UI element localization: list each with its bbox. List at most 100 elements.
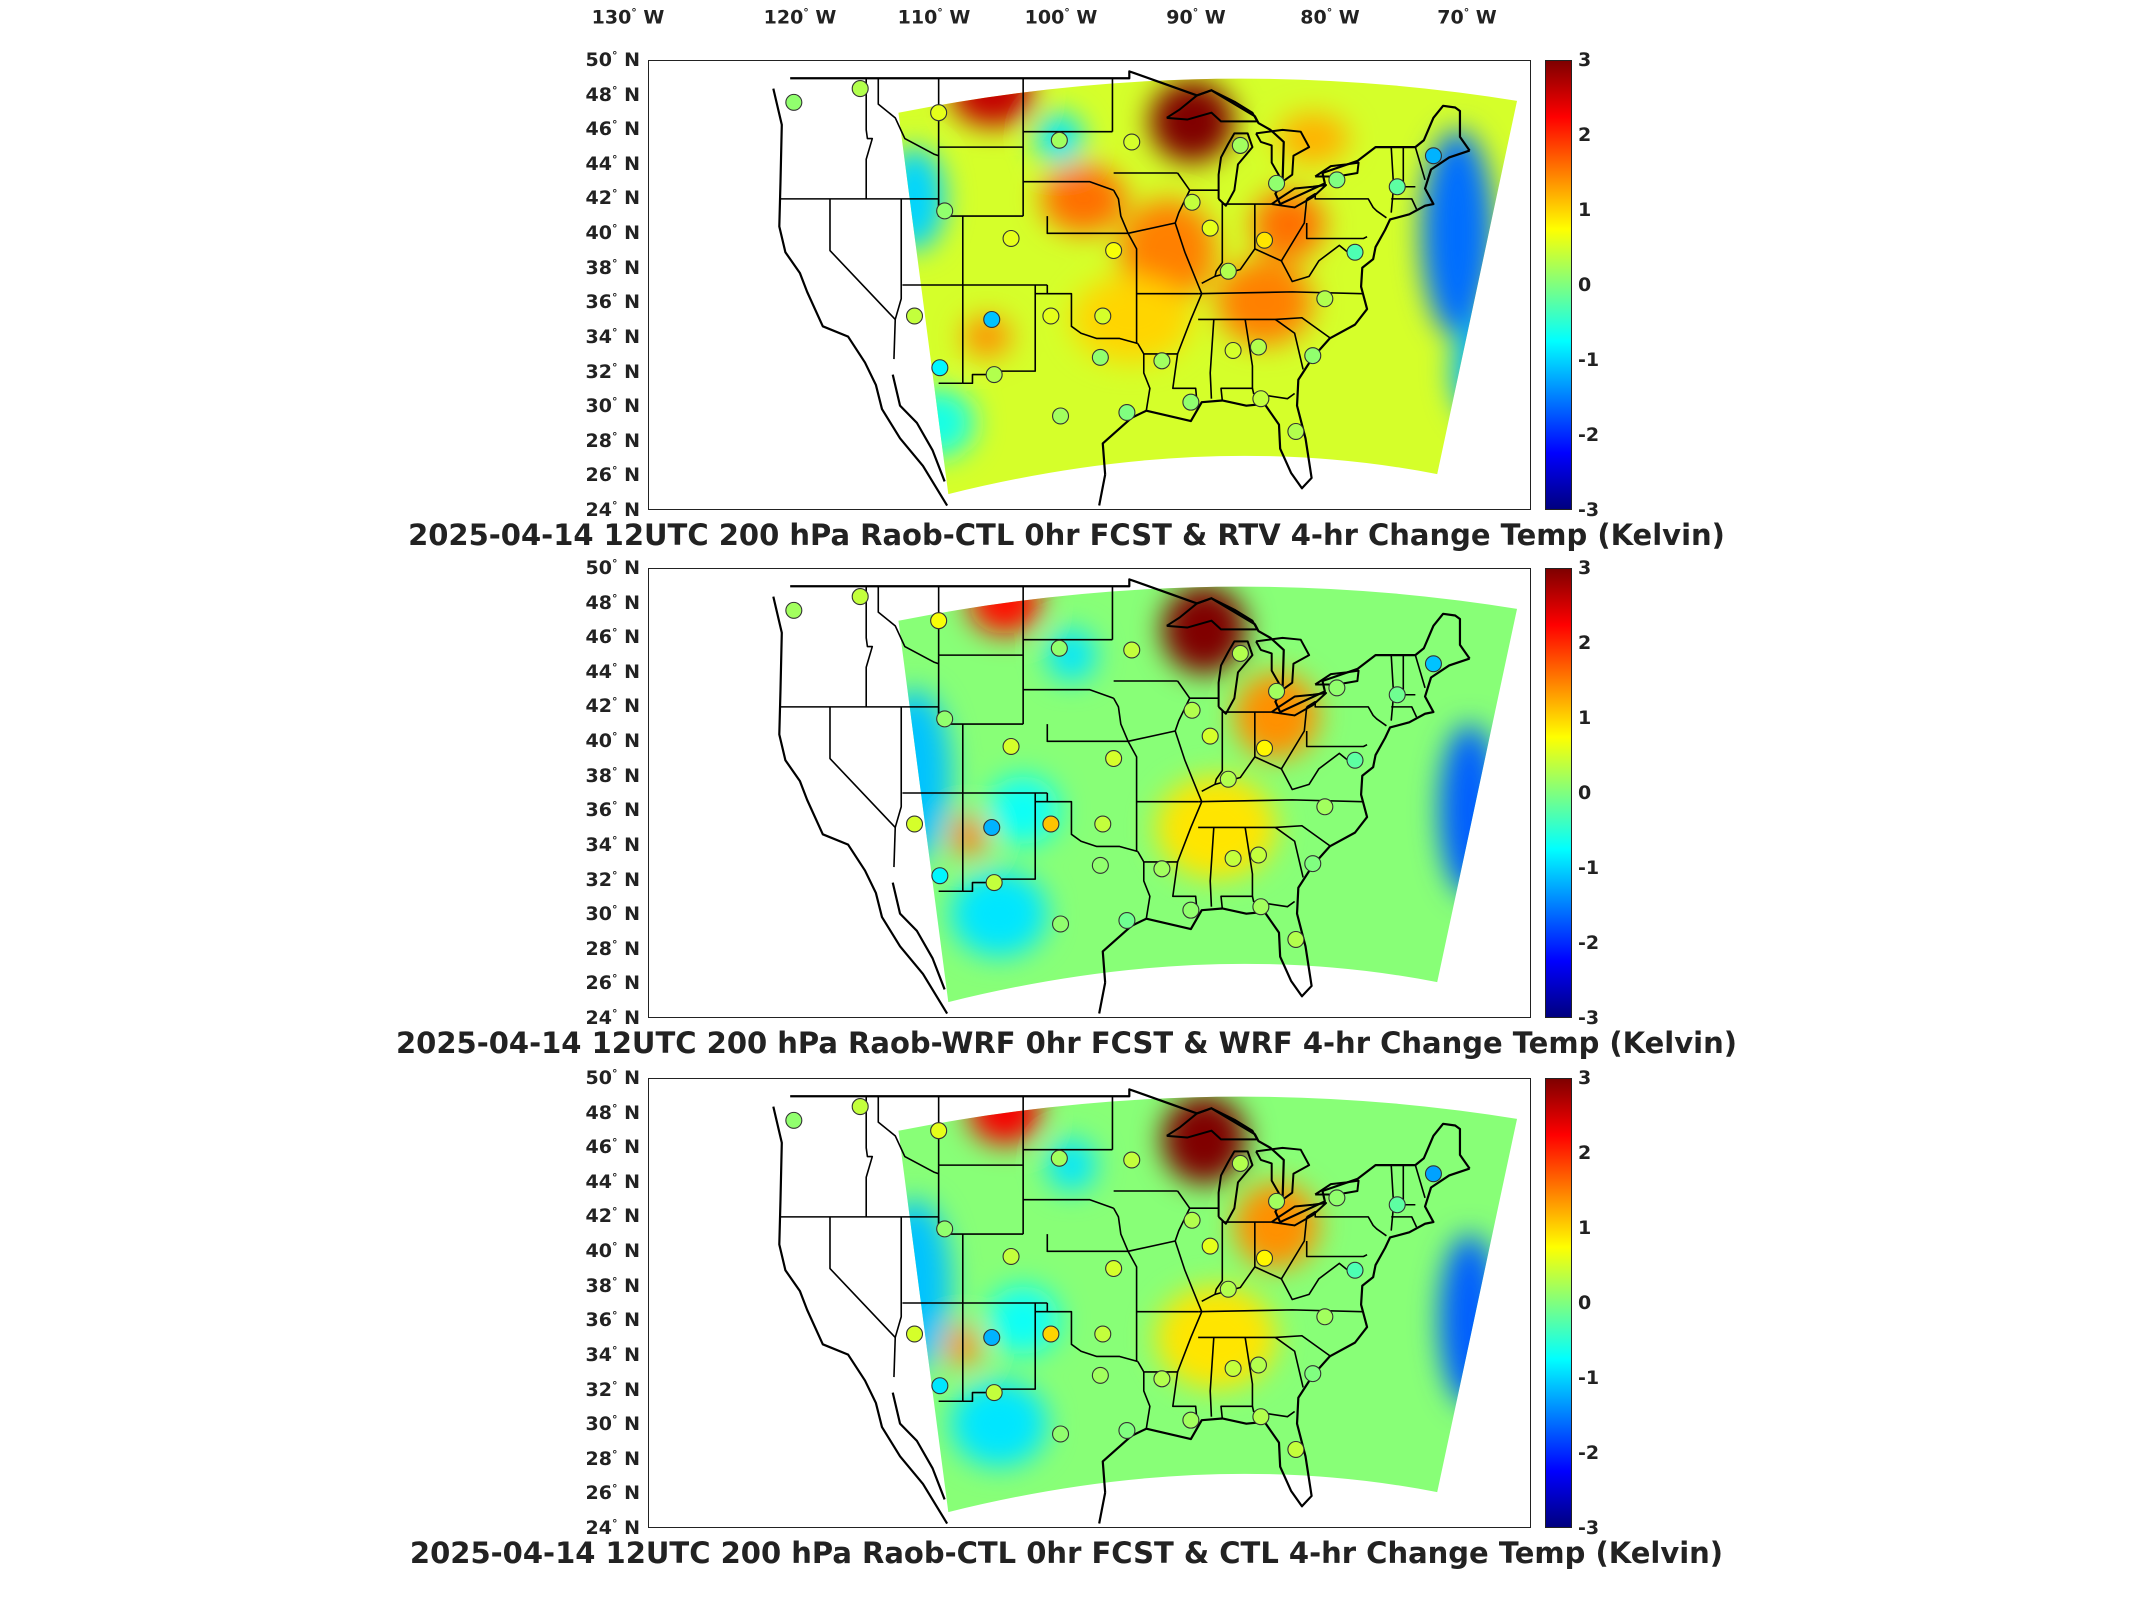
- latitude-label: 44° N: [585, 1170, 640, 1194]
- station-marker: [1201, 1237, 1219, 1255]
- raob-stations: [785, 1098, 1442, 1458]
- station-marker: [1182, 901, 1200, 919]
- coastline: [772, 596, 949, 1015]
- coastline: [1098, 982, 1107, 1014]
- latitude-label: 42° N: [585, 187, 640, 210]
- anomaly-region: [1216, 259, 1313, 346]
- latitude-label: 24° N: [585, 1516, 640, 1540]
- station-marker: [1328, 171, 1346, 189]
- latitude-axis: 50° N 48° N 46° N 44° N 42° N 40° N 38° N 36° N…: [560, 49, 640, 521]
- anomaly-region: [1119, 198, 1217, 303]
- state-border: [1127, 680, 1191, 743]
- station-marker: [905, 815, 924, 833]
- state-border: [1142, 861, 1151, 919]
- station-marker: [1153, 352, 1171, 370]
- latitude-label: 30° N: [585, 1412, 640, 1436]
- state-border: [877, 1096, 939, 1175]
- station-marker: [1201, 727, 1219, 745]
- coastline: [772, 1106, 949, 1525]
- lake-outline: [1166, 89, 1259, 123]
- latitude-label: 40° N: [585, 1239, 640, 1263]
- lake-outline: [1271, 692, 1328, 717]
- state-border: [1274, 318, 1304, 370]
- state-border: [962, 373, 993, 385]
- latitude-label: 38° N: [585, 764, 640, 787]
- state-border: [1112, 189, 1129, 234]
- station-marker: [1249, 338, 1267, 356]
- station-marker: [985, 366, 1003, 384]
- state-border: [1198, 799, 1363, 803]
- colorbar: [1545, 1078, 1572, 1528]
- latitude-label: 46° N: [585, 626, 640, 649]
- latitude-label: 24° N: [585, 1006, 640, 1030]
- temperature-field: [898, 78, 1518, 495]
- station-marker: [1123, 1151, 1141, 1169]
- station-marker: [1287, 422, 1305, 440]
- colorbar: [1545, 60, 1572, 510]
- state-border: [1209, 1337, 1215, 1417]
- station-marker: [1224, 341, 1242, 359]
- latitude-label: 28° N: [585, 429, 640, 452]
- latitude-label: 30° N: [585, 902, 640, 926]
- state-border: [1305, 222, 1368, 240]
- latitude-label: 36° N: [585, 799, 640, 822]
- station-marker: [905, 307, 924, 325]
- colorbar-tick-label: -2: [1578, 932, 1600, 954]
- anomaly-region: [1276, 112, 1349, 165]
- anomaly-region: [1071, 276, 1193, 363]
- latitude-label: 42° N: [585, 1205, 640, 1228]
- coastline: [891, 1392, 946, 1500]
- raob-stations: [785, 80, 1442, 440]
- state-border: [1280, 1262, 1349, 1301]
- station-marker: [1118, 403, 1136, 422]
- station-marker: [1424, 655, 1442, 673]
- station-marker: [1091, 1366, 1109, 1384]
- lake-outline: [1255, 1146, 1311, 1201]
- state-border: [1142, 353, 1151, 411]
- panel-title: 2025-04-14 12UTC 200 hPa Raob-WRF 0hr FC…: [395, 1026, 1737, 1060]
- anomaly-region: [962, 316, 1012, 358]
- station-marker: [1346, 751, 1364, 769]
- station-marker: [1118, 1421, 1136, 1440]
- station-marker: [1050, 1149, 1068, 1167]
- state-border: [1137, 1361, 1198, 1421]
- latitude-label: 40° N: [585, 729, 640, 753]
- station-marker: [936, 202, 954, 220]
- latitude-label: 34° N: [585, 833, 640, 857]
- lake-outline: [1255, 128, 1311, 183]
- latitude-label: 26° N: [585, 1482, 640, 1505]
- lake-outline: [1255, 636, 1311, 691]
- state-border: [1046, 1303, 1139, 1363]
- colorbar-tick-label: -3: [1578, 1007, 1600, 1029]
- colorbar-tick-label: -2: [1578, 424, 1600, 446]
- coastline: [891, 374, 946, 482]
- anomaly-region: [950, 870, 1048, 957]
- latitude-label: 48° N: [585, 1101, 640, 1124]
- station-marker: [1316, 798, 1334, 816]
- station-marker: [1224, 1359, 1242, 1377]
- station-marker: [785, 601, 803, 619]
- latitude-label: 28° N: [585, 937, 640, 960]
- state-border: [1254, 198, 1308, 262]
- anomaly-region: [950, 1380, 1048, 1467]
- state-border: [1201, 1220, 1224, 1303]
- anomaly-region: [968, 1096, 1042, 1145]
- state-border: [1254, 1216, 1308, 1280]
- station-marker: [1231, 136, 1249, 154]
- anomaly-region: [986, 1285, 1060, 1355]
- state-border: [1274, 1336, 1304, 1388]
- station-marker: [1287, 930, 1305, 948]
- station-marker: [1231, 644, 1249, 662]
- colorbar-tick-label: -1: [1578, 857, 1600, 879]
- colorbar-tick-label: 2: [1578, 1142, 1592, 1164]
- map-svg: [772, 578, 1518, 1015]
- latitude-label: 28° N: [585, 1447, 640, 1470]
- station-marker: [931, 359, 949, 377]
- station-marker: [851, 588, 869, 606]
- lake-outline: [1217, 1150, 1254, 1225]
- colorbar-tick-label: 2: [1578, 632, 1592, 654]
- panel-title: 2025-04-14 12UTC 200 hPa Raob-CTL 0hr FC…: [409, 1536, 1724, 1570]
- station-marker: [931, 1377, 949, 1395]
- station-marker: [905, 1325, 924, 1343]
- temperature-map: [648, 60, 1531, 510]
